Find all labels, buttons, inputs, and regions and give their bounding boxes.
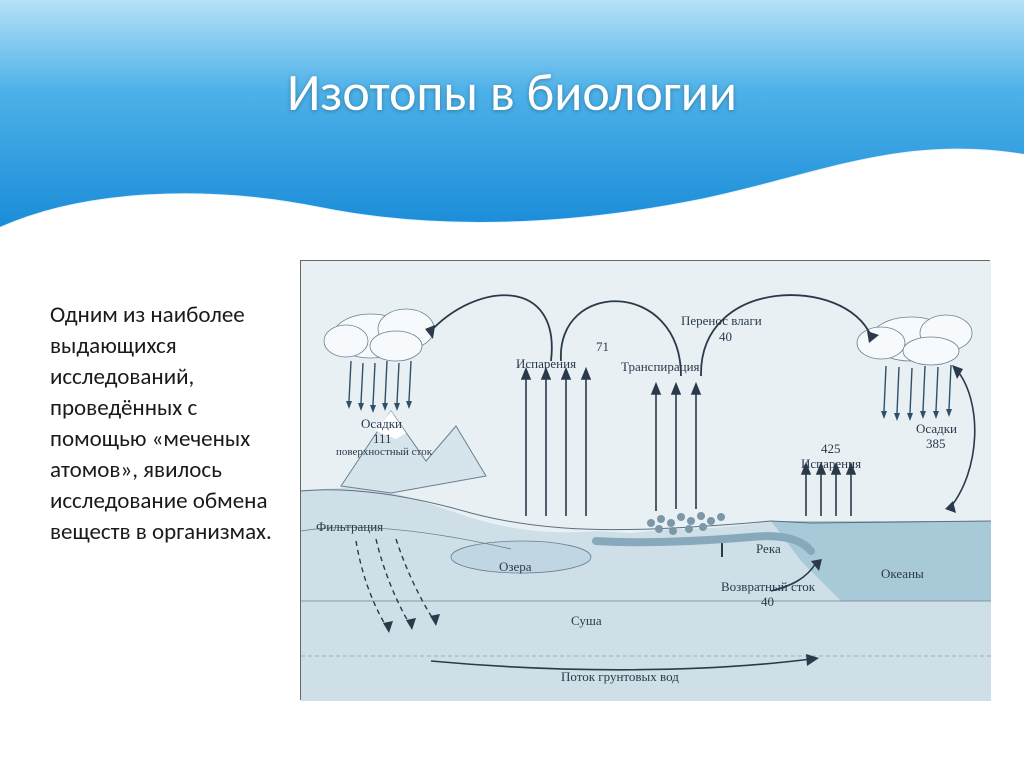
val-moisture-transfer: 40 xyxy=(719,329,732,345)
label-precip-land: Осадки xyxy=(361,416,402,432)
diagram-svg xyxy=(301,261,991,701)
label-land: Суша xyxy=(571,613,602,629)
val-precip-land: 111 xyxy=(373,431,392,447)
label-moisture-transfer: Перенос влаги xyxy=(681,313,762,329)
label-precip-ocean: Осадки xyxy=(916,421,957,437)
label-lakes: Озера xyxy=(499,559,532,575)
label-transpiration: Транспирация xyxy=(621,359,700,375)
label-evap-ocean: Испарения xyxy=(801,456,861,472)
val-return-flow: 40 xyxy=(761,594,774,610)
label-oceans: Океаны xyxy=(881,566,924,582)
body-paragraph: Одним из наиболее выдающихся исследовани… xyxy=(50,300,275,548)
label-groundwater: Поток грунтовых вод xyxy=(561,669,679,685)
val-evap-ocean: 425 xyxy=(821,441,841,457)
val-precip-ocean: 385 xyxy=(926,436,946,452)
label-river: Река xyxy=(756,541,781,557)
label-filtration: Фильтрация xyxy=(316,519,383,535)
header-wave xyxy=(0,0,1024,260)
val-evap-land: 71 xyxy=(596,339,609,355)
label-return-flow: Возвратный сток xyxy=(721,579,815,595)
label-surface-runoff: поверхностный сток xyxy=(336,446,432,458)
label-evap-land: Испарения xyxy=(516,356,576,372)
slide-title: Изотопы в биологии xyxy=(0,60,1024,124)
water-cycle-diagram: Перенос влаги 40 71 Испарения Транспирац… xyxy=(300,260,990,700)
